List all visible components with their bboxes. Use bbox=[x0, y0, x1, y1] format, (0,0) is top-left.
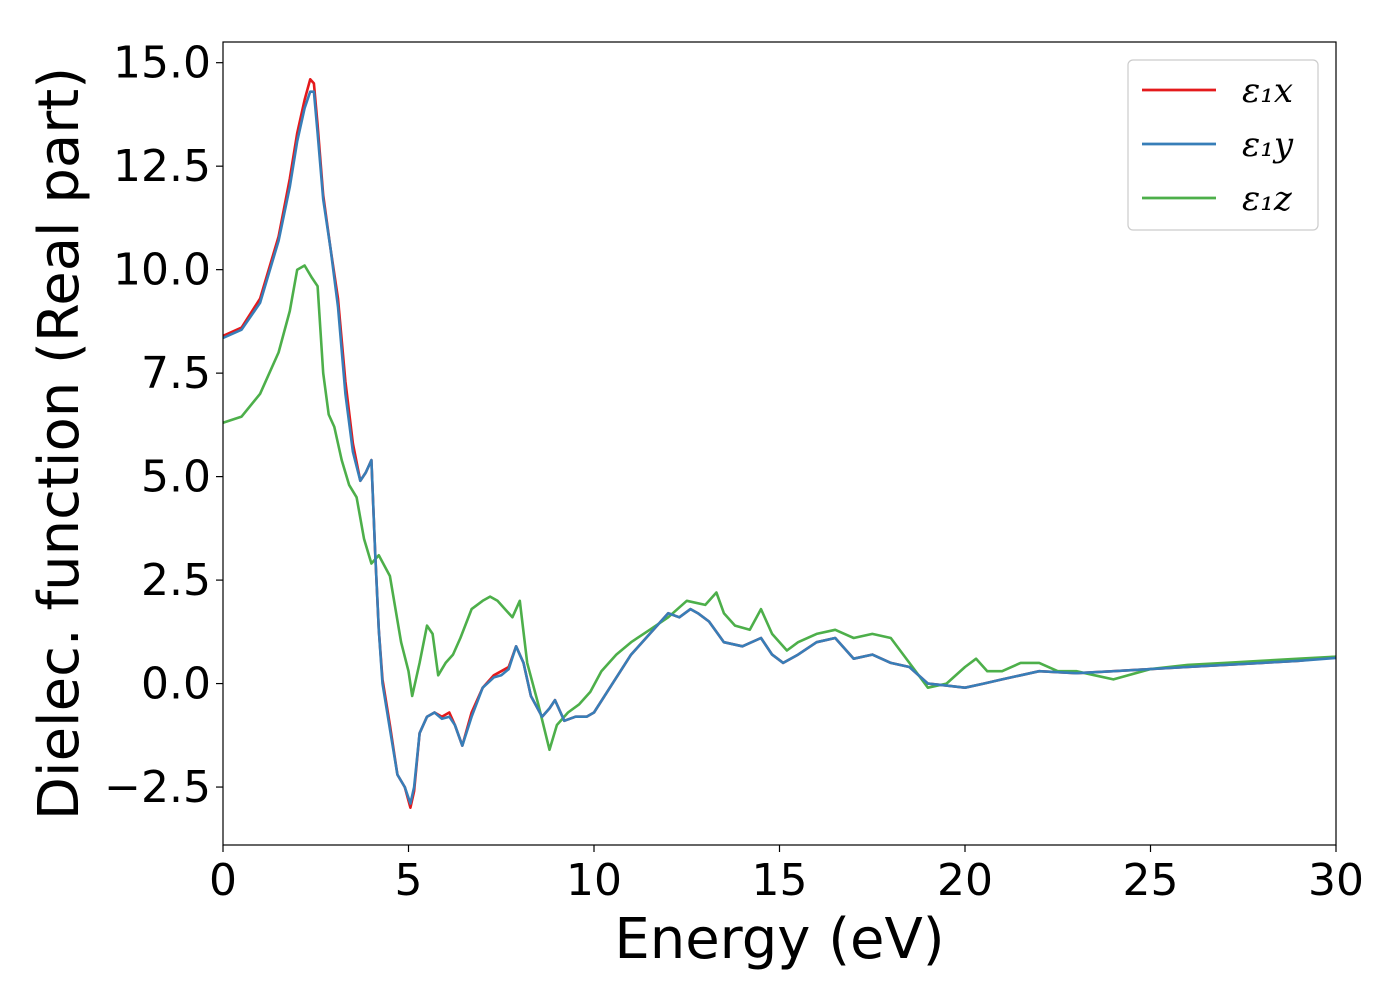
series-line-3 bbox=[223, 264, 1336, 752]
y-tick-label: 5.0 bbox=[141, 452, 211, 503]
x-axis: 0 5 10 15 20 25 30 bbox=[209, 845, 1364, 906]
plot-lines bbox=[223, 78, 1336, 810]
y-tick-label: 0.0 bbox=[141, 659, 211, 710]
x-tick-label: 0 bbox=[209, 855, 237, 906]
legend-box bbox=[1127, 59, 1319, 231]
x-tick-label: 15 bbox=[752, 855, 808, 906]
legend-label: ε₁y bbox=[1242, 125, 1294, 165]
x-tick-label: 20 bbox=[937, 855, 993, 906]
y-tick-label: −2.5 bbox=[104, 762, 211, 813]
x-tick-label: 10 bbox=[566, 855, 622, 906]
y-tick-label: 15.0 bbox=[113, 38, 211, 89]
y-tick-label: 7.5 bbox=[141, 348, 211, 399]
legend-label: ε₁x bbox=[1242, 71, 1293, 111]
y-tick-label: 2.5 bbox=[141, 555, 211, 606]
x-tick-label: 30 bbox=[1308, 855, 1364, 906]
series-line-2 bbox=[223, 90, 1336, 805]
legend: ε₁x ε₁y ε₁z bbox=[1127, 59, 1319, 231]
y-axis: −2.5 0.0 2.5 5.0 7.5 10.0 12.5 15.0 bbox=[104, 38, 223, 813]
y-axis-title: Dielec. function (Real part) bbox=[27, 67, 92, 820]
legend-label: ε₁z bbox=[1242, 179, 1293, 219]
y-tick-label: 10.0 bbox=[113, 245, 211, 296]
x-tick-label: 5 bbox=[395, 855, 423, 906]
x-tick-label: 25 bbox=[1123, 855, 1179, 906]
y-tick-label: 12.5 bbox=[113, 141, 211, 192]
x-axis-title: Energy (eV) bbox=[614, 907, 944, 972]
